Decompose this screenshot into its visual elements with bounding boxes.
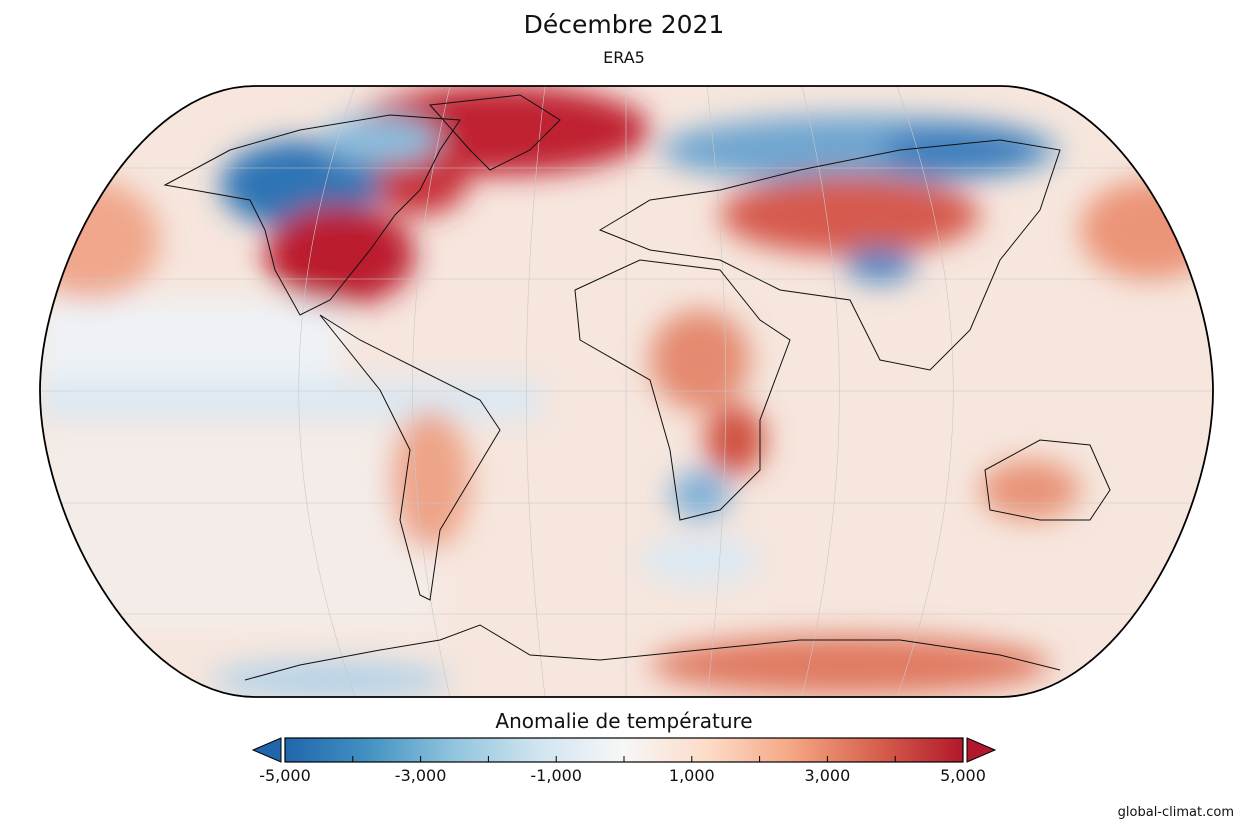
coastlines	[163, 94, 1111, 681]
colorbar-tick-label: -3,000	[394, 766, 447, 785]
colorbar-tick-label: 3,000	[804, 766, 851, 785]
graticule	[40, 86, 1213, 697]
colorbar-extend-low	[251, 737, 282, 763]
colorbar-title: Anomalie de température	[495, 709, 753, 733]
site-credit: global-climat.com	[1117, 805, 1234, 820]
map-subtitle: ERA5	[603, 48, 645, 67]
colorbar	[251, 737, 997, 763]
colorbar-tick-label: 5,000	[940, 766, 986, 785]
colorbar-tick-label: -1,000	[530, 766, 582, 785]
map-title: Décembre 2021	[523, 10, 725, 39]
colorbar-extend-high	[966, 737, 997, 763]
colorbar-tick-label: 1,000	[668, 766, 715, 785]
colorbar-tick-label: -5,000	[259, 766, 311, 785]
